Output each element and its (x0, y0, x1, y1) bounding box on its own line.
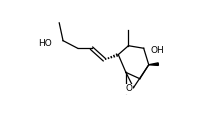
Polygon shape (148, 63, 158, 65)
Text: OH: OH (150, 46, 164, 55)
Text: O: O (125, 84, 132, 93)
Text: HO: HO (38, 39, 51, 48)
